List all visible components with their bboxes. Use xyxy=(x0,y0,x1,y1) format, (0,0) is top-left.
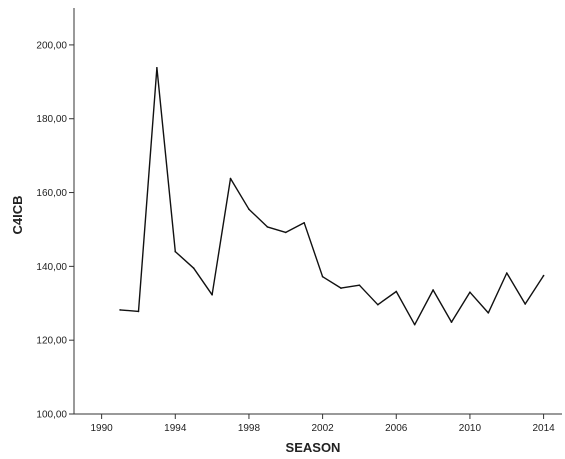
data-point xyxy=(542,274,545,277)
data-point xyxy=(284,231,287,234)
data-point xyxy=(340,287,342,289)
data-point xyxy=(174,250,177,253)
x-tick-label: 1990 xyxy=(90,423,113,434)
data-point xyxy=(395,290,398,293)
chart-ticks: 100,00 120,00 140,00 160,00 180,00 200,00 1990… xyxy=(36,40,555,434)
y-tick-label: 180,00 xyxy=(36,114,67,125)
y-tick-label: 160,00 xyxy=(36,188,67,199)
y-tick-label: 140,00 xyxy=(36,262,67,273)
data-point xyxy=(156,66,158,69)
data-point xyxy=(377,303,379,306)
chart-series xyxy=(119,66,545,326)
data-point xyxy=(119,309,121,311)
data-point xyxy=(413,323,416,326)
y-tick-label: 100,00 xyxy=(36,410,67,421)
data-point xyxy=(321,275,324,278)
x-tick-label: 2002 xyxy=(311,423,334,434)
y-axis-title: C4ICB xyxy=(10,195,25,234)
data-point xyxy=(505,272,508,274)
data-point xyxy=(432,289,434,291)
data-point xyxy=(487,312,490,314)
data-point xyxy=(358,284,361,286)
data-point xyxy=(211,293,213,296)
data-point xyxy=(303,222,305,224)
x-tick-label: 2014 xyxy=(532,423,555,434)
x-tick-label: 1994 xyxy=(164,423,187,434)
data-point xyxy=(524,303,526,305)
data-point xyxy=(450,321,453,323)
data-point xyxy=(266,226,269,228)
chart-axes xyxy=(73,8,562,415)
data-point xyxy=(469,291,471,294)
x-tick-label: 1998 xyxy=(238,423,261,434)
data-point xyxy=(192,267,195,270)
x-tick-label: 2010 xyxy=(459,423,482,434)
y-tick-label: 120,00 xyxy=(36,336,67,347)
x-tick-label: 2006 xyxy=(385,423,408,434)
data-point xyxy=(229,177,232,180)
x-axis-title: SEASON xyxy=(286,440,341,455)
data-point xyxy=(248,208,250,210)
data-point xyxy=(137,310,140,313)
y-tick-label: 200,00 xyxy=(36,40,67,51)
series-line xyxy=(119,67,545,326)
